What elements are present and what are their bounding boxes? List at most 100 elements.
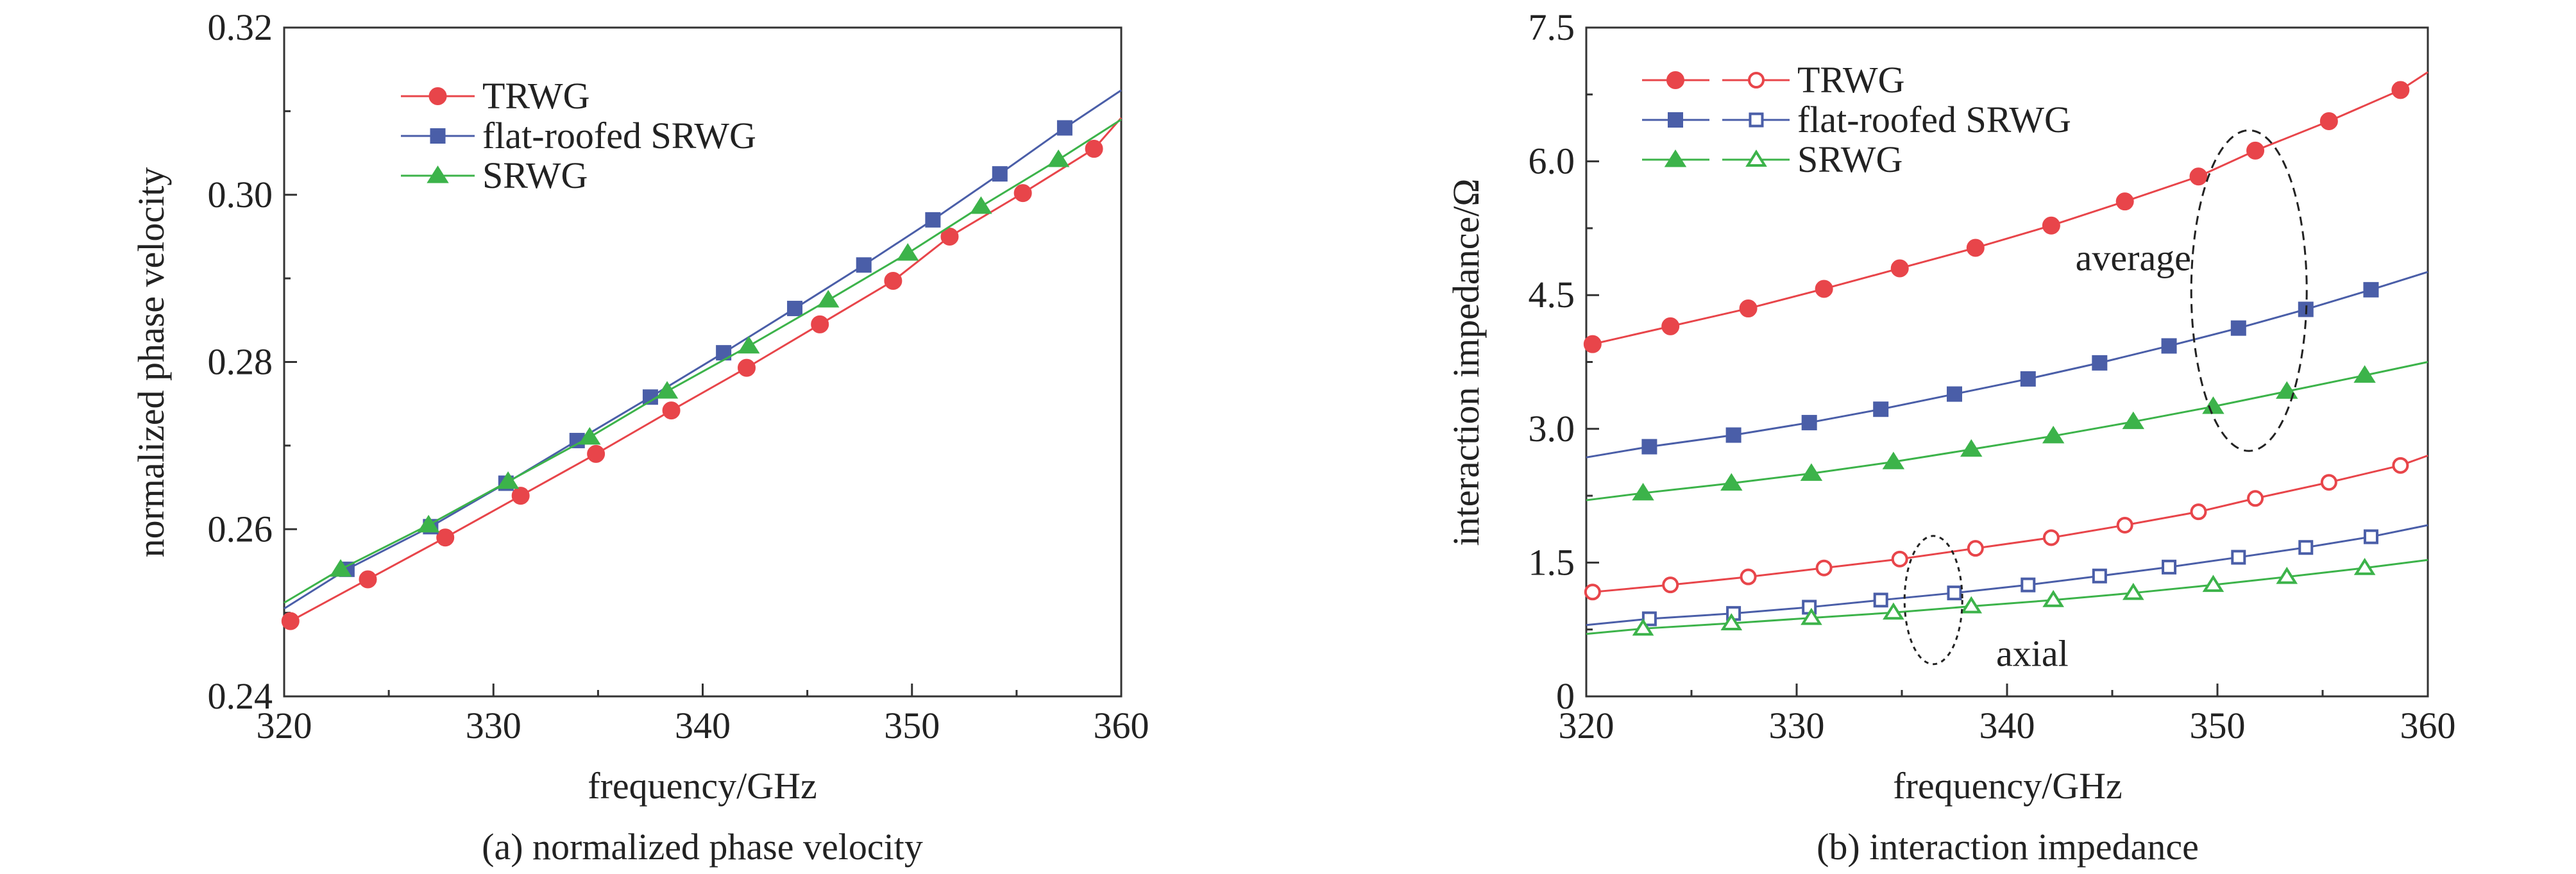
series-line [1586,71,2428,349]
legend-label: TRWG [482,75,590,117]
data-point [496,471,520,489]
legend-marker [427,165,449,183]
data-point [656,381,679,399]
x-tick-label: 330 [466,705,521,746]
legend-marker-filled [1666,71,1684,89]
data-point [2246,141,2265,160]
data-point [1584,584,1601,601]
annotation-label-axial: axial [1996,633,2069,675]
y-tick-label: 0.26 [208,508,273,550]
data-point [897,243,919,261]
data-point [2092,568,2107,584]
legend-item: flat-roofed SRWG [401,115,756,156]
legend-item: flat-roofed SRWG [1642,99,2071,140]
data-point [1966,239,1985,257]
data-point [2202,575,2224,592]
data-point [1662,576,1679,594]
legend-label: SRWG [1797,139,1902,180]
y-tick-label: 0.24 [208,675,273,717]
data-point [1890,259,1909,278]
caption-a: (a) normalized phase velocity [482,826,923,868]
data-point [2042,590,2064,607]
legend-marker-open [1745,149,1767,167]
data-point [1725,427,1741,443]
data-point [1882,451,1905,469]
x-tick-label: 350 [2190,705,2246,746]
data-point [1960,439,1983,457]
y-tick-label: 4.5 [1529,274,1575,315]
legend-label: flat-roofed SRWG [482,115,756,156]
legend-label: SRWG [482,155,588,196]
data-point [2042,529,2060,546]
data-point [992,166,1008,182]
legend-marker [430,128,446,144]
data-point [1947,585,1962,601]
data-point [2298,540,2314,555]
legend-marker-filled [1668,112,1683,128]
data-point [587,444,606,463]
data-point [2092,355,2108,371]
legend-label: TRWG [1797,59,1905,101]
x-axis-label-b: frequency/GHz [1893,765,2123,807]
data-point [2042,426,2065,444]
x-tick-label: 320 [1559,705,1614,746]
legend-marker-open [1749,112,1764,128]
data-point [1013,184,1032,203]
data-point [2122,411,2145,430]
data-point [2042,216,2060,235]
data-point [1873,401,1889,417]
series-line [1586,361,2428,501]
data-point [329,559,352,577]
y-tick-label: 3.0 [1529,408,1575,450]
series-line [284,119,1122,604]
y-tick-label: 1.5 [1529,541,1575,583]
x-axis-label-a: frequency/GHz [588,765,817,807]
y-tick-label: 0.30 [208,174,273,215]
data-point [817,290,840,308]
data-point [738,335,760,354]
legend-marker-open [1748,72,1765,88]
data-point [2231,550,2246,565]
data-point [1967,540,1984,557]
data-point [2391,81,2410,99]
data-point [662,401,681,420]
legend-item: SRWG [1642,139,1902,180]
series-flat-roofed-srwg [284,89,1122,610]
data-point [1720,473,1743,491]
data-point [2363,282,2379,298]
data-point [1873,592,1888,608]
data-point [1632,618,1654,636]
data-point [2320,474,2337,491]
data-point [2115,192,2134,211]
x-tick-label: 330 [1769,705,1825,746]
legend-marker-filled [1664,149,1687,167]
data-point [359,570,377,589]
data-point [2202,396,2224,414]
data-point [1740,568,1757,585]
y-axis-label-a: normalized phase velocity [130,167,172,558]
data-point [1641,611,1657,626]
legend-marker [428,87,447,105]
data-point [1583,335,1602,353]
y-tick-label: 7.5 [1529,6,1575,48]
data-point [940,227,959,246]
data-point [2122,582,2144,600]
x-tick-label: 340 [675,705,731,746]
series-line [284,117,1123,624]
data-point [1883,602,1904,620]
data-point [2230,320,2246,336]
data-point [1947,386,1962,402]
data-point [281,612,300,630]
series-srwg-axial [1586,557,2428,636]
y-tick-label: 6.0 [1529,140,1575,182]
data-point [2020,371,2036,387]
series-trwg-average [1583,71,2428,353]
data-point [1815,559,1833,576]
data-point [1891,550,1908,567]
caption-b: (b) interaction impedance [1817,826,2199,868]
data-point [1801,415,1817,431]
data-point [1960,596,1983,614]
